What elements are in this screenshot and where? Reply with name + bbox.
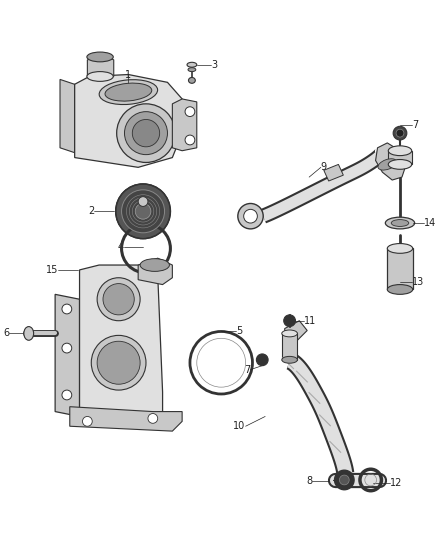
Ellipse shape xyxy=(385,217,415,229)
Circle shape xyxy=(103,284,134,315)
Ellipse shape xyxy=(387,244,413,253)
Text: 4: 4 xyxy=(117,243,124,253)
Text: 14: 14 xyxy=(424,218,437,228)
Polygon shape xyxy=(60,79,74,152)
Ellipse shape xyxy=(105,83,152,101)
Polygon shape xyxy=(87,55,114,76)
Circle shape xyxy=(124,111,167,155)
Circle shape xyxy=(116,184,170,239)
Ellipse shape xyxy=(388,146,412,156)
Circle shape xyxy=(132,119,160,147)
Circle shape xyxy=(185,135,195,145)
Circle shape xyxy=(244,209,258,223)
Ellipse shape xyxy=(188,77,195,83)
Text: 13: 13 xyxy=(412,277,424,287)
Circle shape xyxy=(62,343,72,353)
Ellipse shape xyxy=(387,285,413,294)
Circle shape xyxy=(91,335,146,390)
Text: 7: 7 xyxy=(244,365,251,375)
Text: 11: 11 xyxy=(304,316,317,326)
Text: 15: 15 xyxy=(46,265,58,275)
Ellipse shape xyxy=(187,62,197,67)
Ellipse shape xyxy=(282,357,297,363)
Text: 12: 12 xyxy=(390,478,403,488)
Ellipse shape xyxy=(388,159,412,169)
Circle shape xyxy=(122,190,165,233)
Polygon shape xyxy=(387,248,413,289)
Polygon shape xyxy=(173,99,197,151)
Polygon shape xyxy=(74,75,182,167)
Circle shape xyxy=(185,107,195,117)
Circle shape xyxy=(97,278,140,321)
Circle shape xyxy=(396,129,404,137)
Text: 9: 9 xyxy=(321,163,327,172)
Polygon shape xyxy=(324,164,343,181)
Circle shape xyxy=(135,204,151,219)
Ellipse shape xyxy=(378,159,397,170)
Ellipse shape xyxy=(87,71,113,82)
Circle shape xyxy=(62,304,72,314)
Ellipse shape xyxy=(99,79,158,104)
Polygon shape xyxy=(375,143,407,180)
Text: 2: 2 xyxy=(88,206,94,216)
Circle shape xyxy=(97,341,140,384)
Polygon shape xyxy=(388,151,412,164)
Ellipse shape xyxy=(87,52,113,62)
Text: 5: 5 xyxy=(236,327,242,336)
Text: 7: 7 xyxy=(412,120,418,131)
Ellipse shape xyxy=(391,220,409,227)
Polygon shape xyxy=(138,258,173,285)
Circle shape xyxy=(393,126,407,140)
Text: 8: 8 xyxy=(306,476,312,486)
Circle shape xyxy=(339,475,349,485)
Circle shape xyxy=(238,204,263,229)
Ellipse shape xyxy=(282,330,297,337)
Polygon shape xyxy=(55,294,80,416)
Circle shape xyxy=(117,104,175,163)
Ellipse shape xyxy=(140,259,170,271)
Circle shape xyxy=(335,470,354,490)
Text: 1: 1 xyxy=(125,69,131,79)
Text: 6: 6 xyxy=(3,328,9,338)
Circle shape xyxy=(256,354,268,366)
Ellipse shape xyxy=(188,68,196,71)
Circle shape xyxy=(284,315,296,327)
Circle shape xyxy=(82,416,92,426)
Circle shape xyxy=(62,390,72,400)
Polygon shape xyxy=(70,407,182,431)
Circle shape xyxy=(138,197,148,206)
Polygon shape xyxy=(282,334,297,360)
Text: 3: 3 xyxy=(212,60,218,70)
Text: 10: 10 xyxy=(233,421,246,431)
Polygon shape xyxy=(80,265,162,416)
Polygon shape xyxy=(285,321,307,340)
Ellipse shape xyxy=(24,327,34,340)
Circle shape xyxy=(148,414,158,423)
